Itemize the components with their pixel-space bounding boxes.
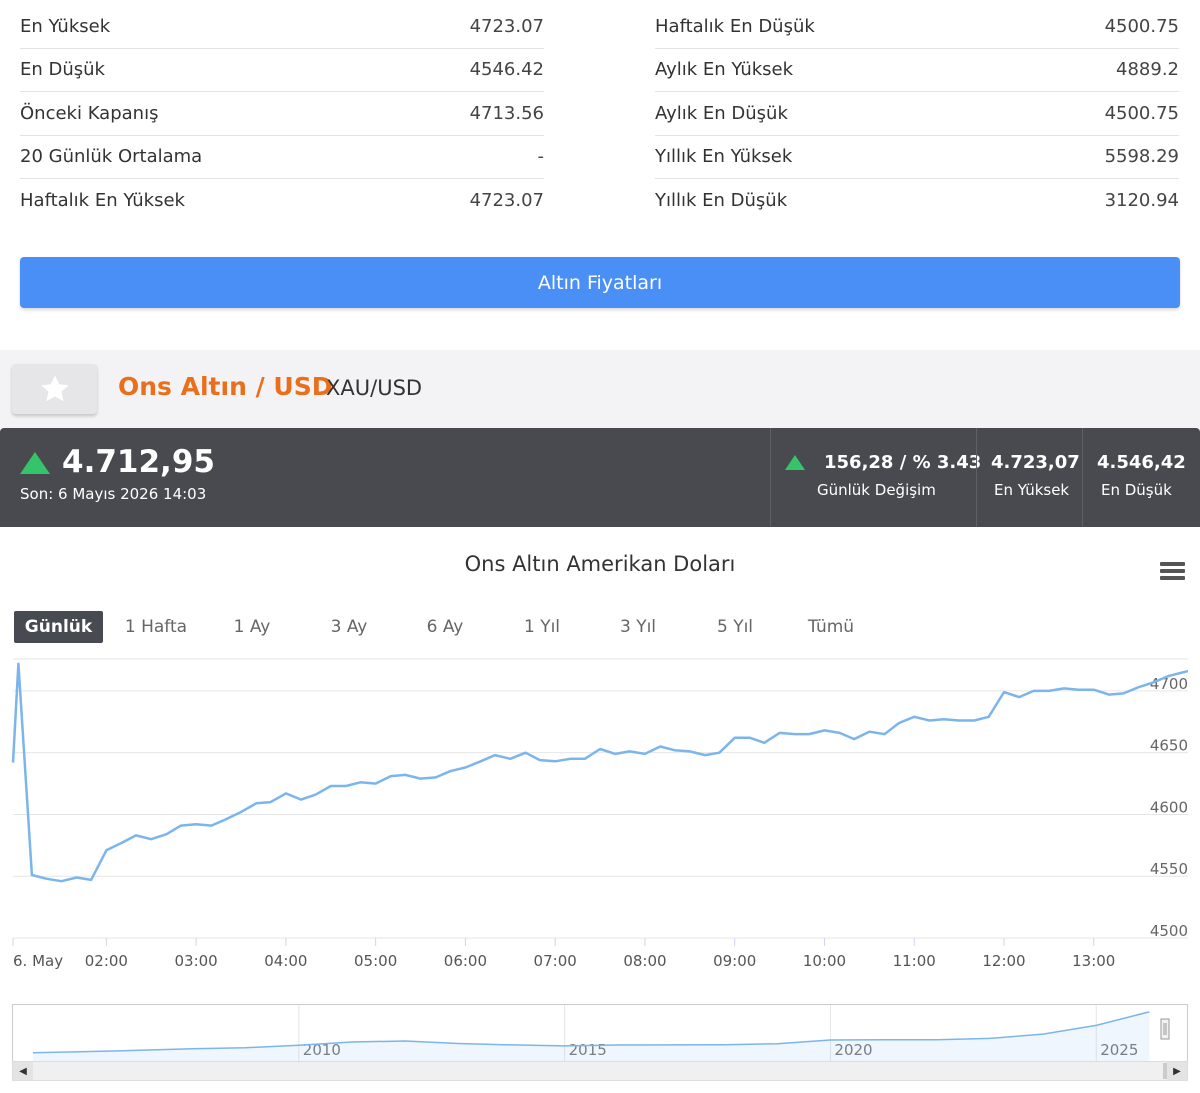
stat-row: En Yüksek 4723.07 (20, 5, 544, 49)
x-tick-label: 06:00 (444, 952, 487, 970)
day-low-value: 4.546,42 (1097, 452, 1186, 473)
daily-change-label: Günlük Değişim (817, 481, 936, 499)
day-high-value: 4.723,07 (991, 452, 1080, 473)
x-tick-label: 10:00 (803, 952, 846, 970)
x-tick-label: 04:00 (264, 952, 307, 970)
last-update-time: Son: 6 Mayıs 2026 14:03 (20, 485, 207, 503)
daily-change-value: 156,28 / % 3.43 (824, 452, 982, 473)
y-tick-label: 4700 (1150, 675, 1188, 693)
y-tick-label: 4500 (1150, 922, 1188, 940)
y-tick-label: 4550 (1150, 860, 1188, 878)
stat-value: 4546.42 (469, 59, 544, 81)
divider (770, 428, 771, 527)
statistics-table: En Yüksek 4723.07 En Düşük 4546.42 Önceki … (20, 5, 1180, 220)
navigator-handle (1160, 1018, 1170, 1040)
price-line-chart[interactable]: 4500 4550 4600 4650 4700 6. May 02:00 03:00 04:0… (0, 650, 1200, 980)
statistics-column-left: En Yüksek 4723.07 En Düşük 4546.42 Önceki … (20, 5, 544, 223)
stat-row: Haftalık En Düşük 4500.75 (655, 5, 1179, 49)
stat-value: 3120.94 (1104, 190, 1179, 212)
statistics-column-right: Haftalık En Düşük 4500.75 Aylık En Yüksek… (655, 5, 1179, 223)
stat-value: 4500.75 (1104, 15, 1179, 37)
stat-value: 4723.07 (469, 15, 544, 37)
chart-title: Ons Altın Amerikan Doları (464, 552, 736, 576)
x-tick-label: 12:00 (982, 952, 1025, 970)
x-tick-label: 11:00 (893, 952, 936, 970)
x-tick-label: 13:00 (1072, 952, 1115, 970)
stat-label: Yıllık En Düşük (655, 190, 788, 212)
stat-value: - (537, 146, 545, 168)
stat-row: Haftalık En Yüksek 4723.07 (20, 179, 544, 223)
range-button-6m[interactable]: 6 Ay (414, 611, 476, 643)
day-high-label: En Yüksek (994, 481, 1070, 499)
instrument-code: XAU/USD (326, 376, 423, 400)
navigator-tick-label: 2025 (1100, 1041, 1138, 1059)
up-arrow-icon (785, 455, 805, 470)
stat-row: 20 Günlük Ortalama - (20, 136, 545, 179)
stat-value: 5598.29 (1104, 146, 1179, 168)
favorite-button[interactable] (12, 364, 97, 414)
gold-prices-button[interactable]: Altın Fiyatları (20, 257, 1180, 308)
stat-label: Önceki Kapanış (20, 102, 159, 124)
stat-value: 4500.75 (1104, 102, 1179, 124)
navigator-series-line (32, 1011, 1150, 1054)
stat-row: Aylık En Düşük 4500.75 (655, 92, 1179, 136)
range-button-1m[interactable]: 1 Ay (222, 611, 282, 643)
stat-value: 4889.2 (1116, 59, 1179, 81)
stat-label: 20 Günlük Ortalama (20, 146, 203, 168)
x-tick-label: 6. May (13, 952, 63, 970)
x-tick-label: 05:00 (354, 952, 397, 970)
stat-label: En Düşük (20, 59, 105, 81)
day-low-label: En Düşük (1101, 481, 1172, 499)
price-series-line (11, 662, 1189, 883)
range-button-3m[interactable]: 3 Ay (318, 611, 380, 643)
stat-label: Haftalık En Düşük (655, 15, 815, 37)
navigator-tick-label: 2020 (834, 1041, 872, 1059)
range-button-1w[interactable]: 1 Hafta (120, 611, 192, 643)
quote-bar: 4.712,95 Son: 6 Mayıs 2026 14:03 156,28 … (0, 428, 1200, 527)
stat-label: En Yüksek (20, 15, 111, 37)
current-price: 4.712,95 (62, 444, 215, 480)
range-button-3y[interactable]: 3 Yıl (608, 611, 668, 643)
stat-label: Yıllık En Yüksek (655, 146, 793, 168)
navigator-chart: 2010201520202025 (32, 1005, 1170, 1063)
navigator-scrollbar[interactable]: ◀ ▶ (12, 1061, 1188, 1081)
stat-row: Aylık En Yüksek 4889.2 (655, 49, 1179, 92)
stat-value: 4723.07 (469, 190, 544, 212)
y-tick-label: 4600 (1150, 798, 1188, 816)
x-tick-label: 02:00 (85, 952, 128, 970)
instrument-name: Ons Altın / USD (118, 372, 333, 401)
range-button-all[interactable]: Tümü (798, 611, 864, 643)
scroll-right-arrow-icon[interactable]: ▶ (1167, 1062, 1187, 1080)
stat-label: Haftalık En Yüksek (20, 190, 185, 212)
divider (1082, 428, 1083, 527)
instrument-header: Ons Altın / USD XAU/USD (0, 350, 1200, 428)
stat-value: 4713.56 (469, 102, 544, 124)
range-button-1y[interactable]: 1 Yıl (512, 611, 572, 643)
stat-row: Önceki Kapanış 4713.56 (20, 92, 544, 136)
navigator-tick-label: 2010 (303, 1041, 341, 1059)
x-tick-label: 07:00 (534, 952, 577, 970)
stat-row: Yıllık En Yüksek 5598.29 (655, 136, 1179, 179)
range-button-5y[interactable]: 5 Yıl (704, 611, 766, 643)
scroll-left-arrow-icon[interactable]: ◀ (13, 1062, 33, 1080)
x-tick-label: 03:00 (174, 952, 217, 970)
x-tick-label: 09:00 (713, 952, 756, 970)
range-button-daily[interactable]: Günlük (14, 611, 103, 643)
stat-label: Aylık En Düşük (655, 102, 788, 124)
divider (976, 428, 977, 527)
hamburger-menu-icon[interactable] (1160, 562, 1185, 582)
up-arrow-icon (20, 452, 50, 474)
chart-navigator[interactable]: 2010201520202025 (12, 1004, 1188, 1064)
x-tick-label: 08:00 (623, 952, 666, 970)
navigator-area (33, 1011, 1150, 1063)
stat-row: En Düşük 4546.42 (20, 49, 544, 92)
star-icon (40, 375, 69, 402)
stat-label: Aylık En Yüksek (655, 59, 794, 81)
stat-row: Yıllık En Düşük 3120.94 (655, 179, 1179, 223)
y-tick-label: 4650 (1150, 737, 1188, 755)
